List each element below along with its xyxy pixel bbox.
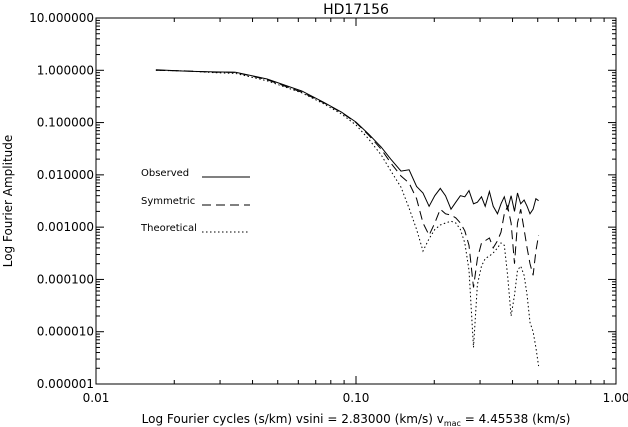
series-line-symmetric [155,69,540,288]
series-line-theoretical [155,69,540,367]
legend-label-theoretical: Theoretical [140,223,197,234]
x-tick-label: 0.01 [83,391,110,405]
legend-label-symmetric: Symmetric [141,196,195,207]
x-axis-label-subscript: mac [444,419,461,427]
y-tick-label: 1.000000 [37,63,94,77]
legend: Observed Symmetric Theoretical [140,168,250,234]
y-tick-label: 0.000010 [37,325,94,339]
x-tick-label: 0.10 [343,391,370,405]
series-line-observed [155,69,539,215]
legend-label-observed: Observed [141,168,189,179]
y-tick-label: 10.000000 [29,11,94,25]
y-tick-label: 0.000100 [37,272,94,286]
y-tick-label: 0.100000 [37,116,94,130]
x-tick-label: 1.00 [603,391,628,405]
series-lines [155,69,540,367]
y-tick-label: 0.000001 [37,377,94,391]
chart-title: HD17156 [323,2,389,18]
y-axis-label: Log Fourier Amplitude [1,135,15,268]
y-tick-label: 0.001000 [37,220,94,234]
x-axis-label-suffix: = 4.45538 (km/s) [461,412,570,426]
x-axis-label: Log Fourier cycles (s/km) vsini = 2.8300… [142,412,571,427]
y-tick-label: 0.010000 [37,168,94,182]
ticks: 0.01 0.10 1.00 10.000000 1.000000 0.100000 0.0… [29,11,628,405]
x-axis-label-main: Log Fourier cycles (s/km) vsini = 2.8300… [142,412,444,426]
